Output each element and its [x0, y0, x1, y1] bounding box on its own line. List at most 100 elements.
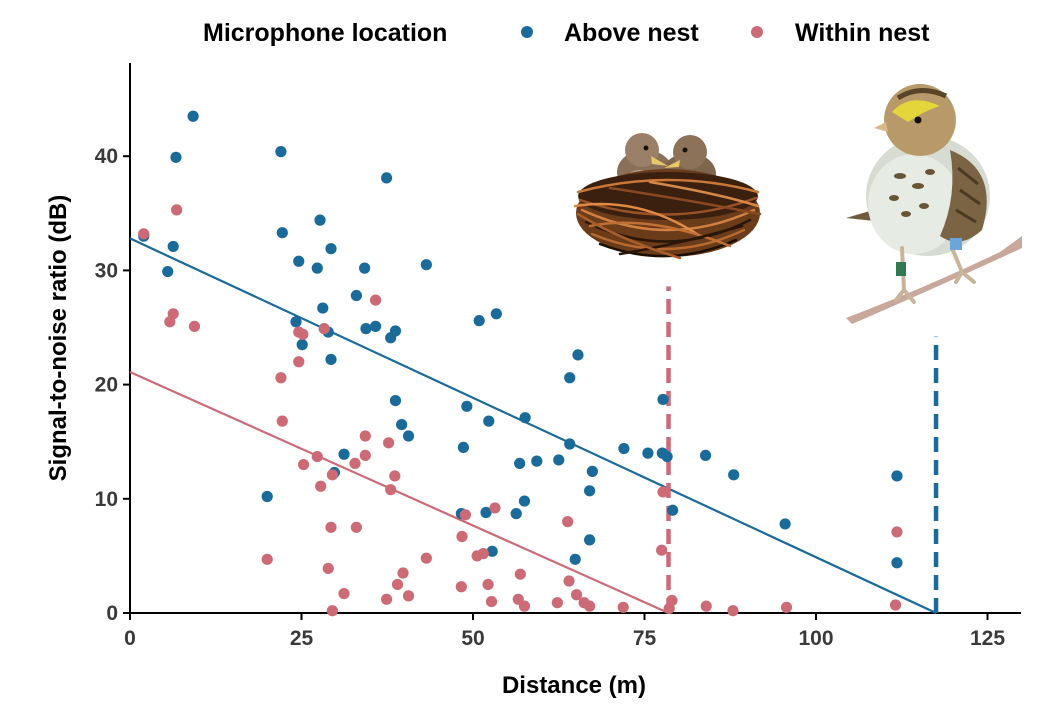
point-within-nest — [349, 457, 361, 469]
point-above-nest — [531, 455, 543, 467]
point-above-nest — [293, 255, 305, 267]
point-above-nest — [510, 508, 522, 520]
point-within-nest — [563, 575, 575, 587]
point-within-nest — [276, 415, 288, 427]
point-within-nest — [338, 587, 350, 600]
point-within-nest — [383, 437, 395, 449]
point-within-nest — [297, 458, 310, 471]
point-above-nest — [325, 243, 337, 255]
point-above-nest — [584, 485, 596, 497]
point-within-nest — [293, 356, 305, 368]
point-above-nest — [553, 454, 565, 466]
fit-line-within-nest — [129, 371, 669, 615]
point-within-nest — [459, 509, 472, 521]
point-within-nest — [326, 605, 338, 617]
data-points — [138, 110, 903, 617]
point-above-nest — [779, 518, 791, 530]
point-within-nest — [656, 544, 668, 556]
point-above-nest — [457, 441, 469, 454]
point-within-nest — [369, 294, 382, 306]
point-within-nest — [389, 470, 401, 482]
point-above-nest — [480, 506, 492, 519]
point-within-nest — [617, 601, 629, 613]
y-tick-label: 20 — [95, 374, 118, 397]
point-above-nest — [396, 418, 408, 431]
point-above-nest — [891, 557, 903, 569]
x-tick-label: 75 — [633, 627, 657, 650]
point-above-nest — [338, 448, 350, 460]
point-above-nest — [261, 490, 273, 503]
point-above-nest — [380, 172, 393, 184]
point-within-nest — [666, 594, 678, 607]
point-above-nest — [296, 339, 308, 351]
point-above-nest — [586, 465, 598, 477]
point-within-nest — [275, 372, 287, 384]
point-within-nest — [380, 593, 393, 605]
point-within-nest — [455, 581, 467, 593]
point-within-nest — [359, 430, 371, 442]
point-within-nest — [315, 480, 327, 492]
point-above-nest — [891, 470, 903, 482]
point-above-nest — [514, 457, 526, 469]
point-within-nest — [171, 204, 183, 216]
point-above-nest — [359, 262, 371, 274]
point-above-nest — [490, 308, 502, 320]
point-within-nest — [485, 595, 498, 608]
point-within-nest — [551, 597, 563, 609]
point-within-nest — [167, 308, 179, 320]
point-above-nest — [360, 323, 372, 335]
point-within-nest — [391, 578, 404, 591]
legend-label-above-nest: Above nest — [564, 19, 699, 47]
point-within-nest — [584, 600, 596, 612]
point-within-nest — [318, 323, 330, 335]
point-above-nest — [290, 316, 302, 328]
point-within-nest — [477, 548, 489, 560]
legend-swatch-within-nest — [751, 26, 763, 38]
point-above-nest — [350, 289, 362, 302]
point-within-nest — [482, 578, 494, 591]
point-above-nest — [187, 110, 199, 122]
point-above-nest — [162, 265, 174, 278]
nest-with-chicks-icon — [573, 133, 762, 260]
x-tick-label: 100 — [798, 627, 833, 650]
point-above-nest — [275, 146, 287, 158]
point-above-nest — [518, 495, 531, 507]
point-above-nest — [584, 534, 596, 546]
x-axis-title: Distance (m) — [502, 672, 646, 699]
point-above-nest — [167, 240, 179, 253]
y-ticks: 0 10 20 30 40 — [95, 145, 130, 625]
point-within-nest — [359, 449, 371, 462]
point-above-nest — [369, 320, 382, 332]
point-above-nest — [572, 349, 584, 361]
point-above-nest — [325, 353, 337, 366]
y-tick-label: 0 — [106, 602, 118, 625]
legend-title: Microphone location — [203, 19, 447, 47]
point-within-nest — [325, 521, 337, 533]
point-within-nest — [891, 526, 903, 538]
point-above-nest — [699, 449, 712, 462]
point-above-nest — [486, 545, 498, 557]
x-tick-label: 125 — [970, 627, 1005, 650]
x-tick-label: 25 — [290, 627, 314, 650]
point-within-nest — [456, 530, 468, 543]
point-above-nest — [657, 393, 669, 406]
point-above-nest — [402, 430, 415, 442]
point-above-nest — [642, 447, 654, 459]
legend: Microphone location Above nest Within ne… — [203, 19, 930, 47]
point-above-nest — [311, 262, 323, 274]
point-within-nest — [385, 484, 397, 496]
point-above-nest — [519, 412, 531, 424]
point-above-nest — [661, 450, 673, 463]
point-within-nest — [562, 516, 574, 528]
y-tick-label: 40 — [95, 145, 118, 168]
point-within-nest — [322, 562, 334, 575]
y-tick-label: 30 — [95, 259, 118, 282]
point-above-nest — [389, 325, 402, 337]
legend-label-within-nest: Within nest — [795, 19, 930, 47]
point-within-nest — [402, 590, 415, 602]
point-above-nest — [618, 442, 630, 455]
x-tick-label: 0 — [124, 627, 136, 650]
point-within-nest — [138, 228, 150, 240]
point-within-nest — [570, 589, 583, 601]
